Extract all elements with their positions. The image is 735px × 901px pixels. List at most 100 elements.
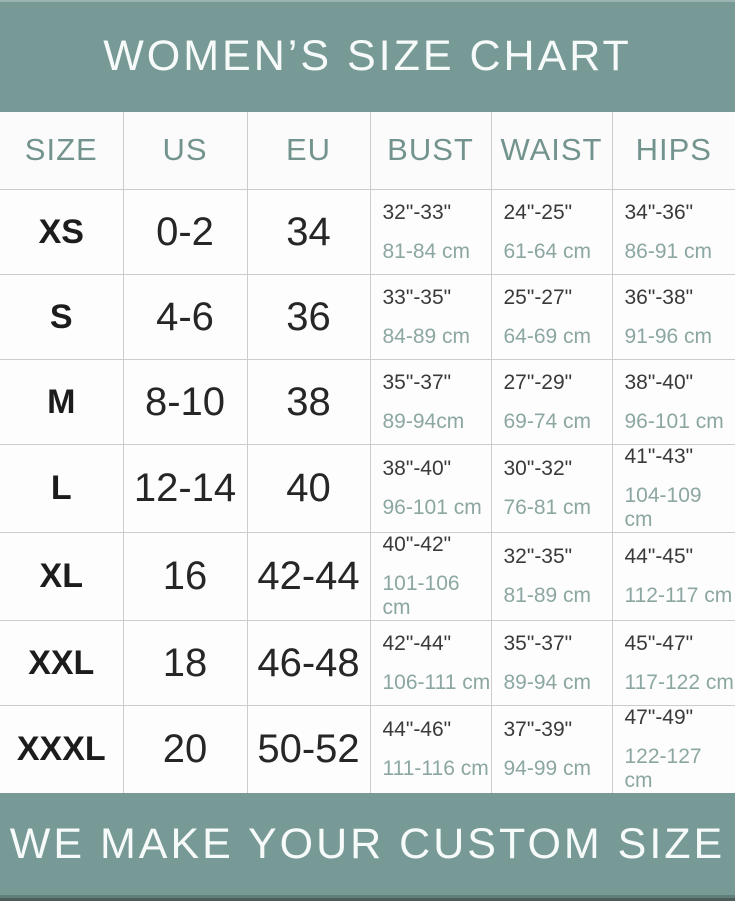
waist-inches: 35"-37" (503, 631, 573, 655)
hips-inches: 38"-40" (624, 370, 694, 394)
column-header-waist: WAIST (491, 111, 613, 191)
hips-inches: 44"-45" (624, 545, 694, 569)
hips-inches: 47"-49" (624, 706, 694, 730)
bust-cm: 81-84 cm (382, 239, 471, 263)
hips-cell: 34"-36" 86-91 cm (612, 189, 735, 276)
waist-inches: 37"-39" (503, 718, 573, 742)
us-value: 20 (123, 705, 248, 794)
hips-cell: 45"-47" 117-122 cm (612, 620, 735, 707)
size-label: XS (0, 189, 124, 276)
hips-cell: 41"-43" 104-109 cm (612, 444, 735, 534)
waist-cell: 37"-39" 94-99 cm (491, 705, 613, 794)
bust-cell: 38"-40" 96-101 cm (370, 444, 492, 534)
waist-inches: 24"-25" (503, 200, 573, 224)
waist-cm: 94-99 cm (503, 757, 592, 781)
bust-inches: 38"-40" (382, 457, 452, 481)
hips-inches: 41"-43" (624, 445, 694, 469)
size-label: XXXL (0, 705, 124, 794)
waist-cm: 64-69 cm (503, 324, 592, 348)
bust-cm: 84-89 cm (382, 324, 471, 348)
waist-cell: 32"-35" 81-89 cm (491, 532, 613, 622)
us-value: 4-6 (123, 274, 248, 361)
size-label: XXL (0, 620, 124, 707)
bust-inches: 40"-42" (382, 533, 452, 557)
bust-cell: 33"-35" 84-89 cm (370, 274, 492, 361)
page-title: WOMEN’S SIZE CHART (103, 32, 632, 81)
bust-cm: 96-101 cm (382, 496, 482, 520)
column-header-eu: EU (247, 111, 371, 191)
us-value: 12-14 (123, 444, 248, 534)
bust-cell: 42"-44" 106-111 cm (370, 620, 492, 707)
hips-cell: 36"-38" 91-96 cm (612, 274, 735, 361)
eu-value: 40 (247, 444, 371, 534)
waist-cell: 24"-25" 61-64 cm (491, 189, 613, 276)
waist-cm: 61-64 cm (503, 239, 592, 263)
eu-value: 38 (247, 359, 371, 446)
waist-inches: 30"-32" (503, 457, 573, 481)
waist-cell: 27"-29" 69-74 cm (491, 359, 613, 446)
column-header-size: SIZE (0, 111, 124, 191)
footer-banner: WE MAKE YOUR CUSTOM SIZE (0, 793, 735, 899)
size-label: M (0, 359, 124, 446)
hips-inches: 45"-47" (624, 631, 694, 655)
table-row-s: S 4-6 36 33"-35" 84-89 cm 25"-27" 64-69 … (0, 274, 735, 361)
bust-cell: 40"-42" 101-106 cm (370, 532, 492, 622)
size-table: SIZE US EU BUST WAIST HIPS XS 0-2 34 32"… (0, 111, 735, 794)
table-row-xs: XS 0-2 34 32"-33" 81-84 cm 24"-25" 61-64… (0, 189, 735, 276)
size-label: L (0, 444, 124, 534)
size-label: XL (0, 532, 124, 622)
bust-cell: 35"-37" 89-94cm (370, 359, 492, 446)
waist-cm: 81-89 cm (503, 584, 592, 608)
bust-cell: 44"-46" 111-116 cm (370, 705, 492, 794)
hips-cell: 38"-40" 96-101 cm (612, 359, 735, 446)
hips-cm: 112-117 cm (624, 584, 733, 608)
bust-cm: 89-94cm (382, 409, 465, 433)
bust-cm: 111-116 cm (382, 757, 489, 781)
us-value: 18 (123, 620, 248, 707)
size-label: S (0, 274, 124, 361)
us-value: 0-2 (123, 189, 248, 276)
table-row-xxl: XXL 18 46-48 42"-44" 106-111 cm 35"-37" … (0, 620, 735, 707)
table-row-m: M 8-10 38 35"-37" 89-94cm 27"-29" 69-74 … (0, 359, 735, 446)
waist-cm: 89-94 cm (503, 670, 592, 694)
waist-cell: 25"-27" 64-69 cm (491, 274, 613, 361)
us-value: 16 (123, 532, 248, 622)
column-header-hips: HIPS (612, 111, 735, 191)
eu-value: 34 (247, 189, 371, 276)
hips-inches: 34"-36" (624, 200, 694, 224)
bust-cm: 101-106 cm (382, 572, 460, 620)
eu-value: 50-52 (247, 705, 371, 794)
waist-inches: 27"-29" (503, 370, 573, 394)
hips-cm: 104-109 cm (624, 484, 702, 532)
bust-inches: 35"-37" (382, 370, 452, 394)
hips-cm: 96-101 cm (624, 409, 724, 433)
hips-inches: 36"-38" (624, 285, 694, 309)
column-header-bust: BUST (370, 111, 492, 191)
waist-cm: 69-74 cm (503, 409, 592, 433)
bust-cm: 106-111 cm (382, 670, 491, 694)
table-header-row: SIZE US EU BUST WAIST HIPS (0, 111, 735, 191)
waist-inches: 25"-27" (503, 285, 573, 309)
bottom-edge-strip (0, 898, 735, 901)
bust-cell: 32"-33" 81-84 cm (370, 189, 492, 276)
header-banner: WOMEN’S SIZE CHART (0, 0, 735, 112)
table-row-xxxl: XXXL 20 50-52 44"-46" 111-116 cm 37"-39"… (0, 705, 735, 794)
hips-cm: 117-122 cm (624, 670, 734, 694)
table-row-l: L 12-14 40 38"-40" 96-101 cm 30"-32" 76-… (0, 444, 735, 534)
bust-inches: 42"-44" (382, 631, 452, 655)
footer-title: WE MAKE YOUR CUSTOM SIZE (9, 819, 726, 868)
hips-cell: 44"-45" 112-117 cm (612, 532, 735, 622)
bust-inches: 33"-35" (382, 285, 452, 309)
column-header-us: US (123, 111, 248, 191)
hips-cm: 86-91 cm (624, 239, 713, 263)
waist-cell: 35"-37" 89-94 cm (491, 620, 613, 707)
bust-inches: 32"-33" (382, 200, 452, 224)
us-value: 8-10 (123, 359, 248, 446)
table-row-xl: XL 16 42-44 40"-42" 101-106 cm 32"-35" 8… (0, 532, 735, 622)
eu-value: 42-44 (247, 532, 371, 622)
hips-cm: 122-127 cm (624, 745, 702, 793)
eu-value: 36 (247, 274, 371, 361)
hips-cell: 47"-49" 122-127 cm (612, 705, 735, 794)
eu-value: 46-48 (247, 620, 371, 707)
